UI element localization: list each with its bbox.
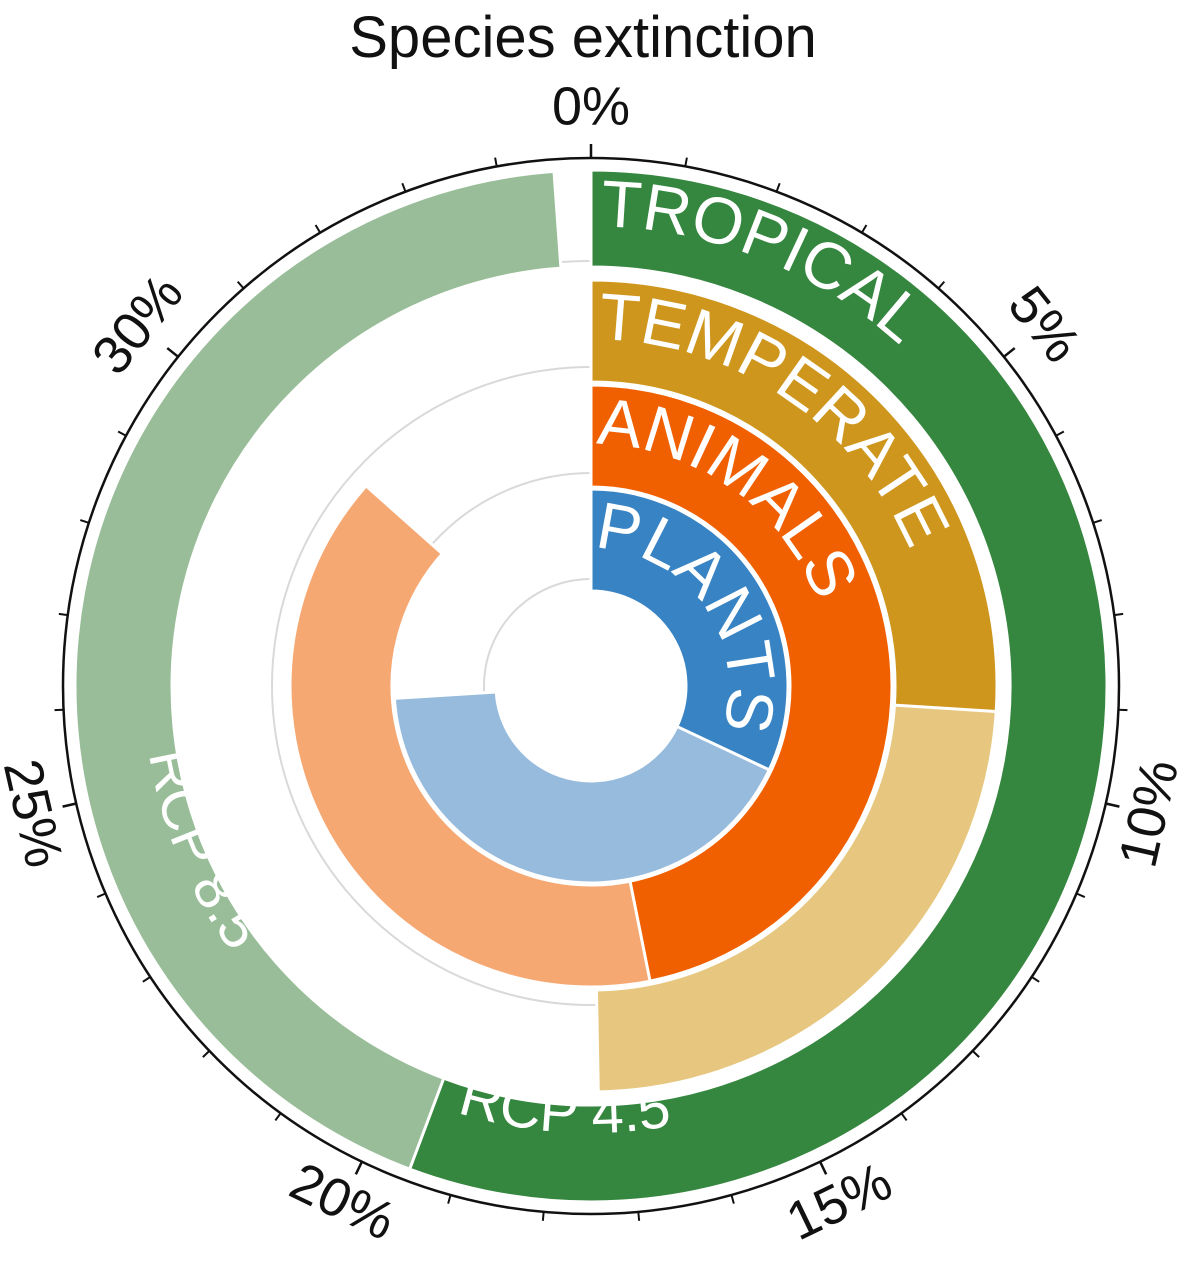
axis-tick	[314, 224, 322, 234]
axis-tick	[541, 1211, 545, 1221]
axis-tick	[900, 1112, 908, 1122]
axis-tick	[1092, 519, 1103, 524]
axis-ticks	[54, 144, 1128, 1221]
axis-tick	[447, 1194, 452, 1204]
axis-tick	[494, 157, 498, 167]
axis-tick	[1076, 892, 1086, 898]
axis-tick	[730, 1194, 735, 1204]
axis-tick	[937, 280, 946, 290]
tick-label: 10%	[1108, 754, 1191, 873]
axis-tick	[775, 182, 781, 193]
axis-tick	[79, 519, 90, 524]
axis-tick	[1105, 802, 1120, 808]
axis-tick	[236, 280, 245, 290]
axis-tick	[1003, 347, 1016, 358]
axis-tick	[1114, 612, 1124, 617]
chart-title: Species extinction	[349, 5, 817, 70]
axis-tick	[96, 892, 106, 898]
axis-tick	[1055, 430, 1065, 437]
axis-tick	[971, 1050, 980, 1058]
axis-tick	[62, 802, 77, 808]
axis-tick	[142, 976, 151, 983]
axis-tick	[1031, 976, 1040, 983]
tick-label: 15%	[778, 1151, 901, 1252]
axis-tick	[684, 157, 688, 167]
axis-tick	[166, 347, 179, 358]
axis-tick	[860, 224, 868, 234]
ring-bar-animals-rcp45	[589, 383, 894, 983]
ring-bar-temperate-rcp45	[589, 278, 999, 714]
axis-tick	[274, 1112, 282, 1122]
tick-label: 0%	[552, 76, 630, 136]
tick-label: 20%	[281, 1151, 404, 1252]
axis-tick	[354, 1161, 364, 1175]
tick-label: 30%	[81, 264, 195, 386]
tick-label: 25%	[0, 754, 74, 873]
axis-tick	[58, 612, 68, 617]
axis-tick	[202, 1050, 211, 1058]
tick-label: 5%	[996, 275, 1092, 373]
ring-bar-plants-rcp45	[589, 487, 790, 772]
ring-bar-tropical-rcp45	[407, 168, 1109, 1204]
axis-tick	[117, 430, 127, 437]
axis-tick	[401, 182, 407, 193]
axis-tick	[637, 1211, 641, 1221]
axis-tick	[818, 1161, 828, 1175]
